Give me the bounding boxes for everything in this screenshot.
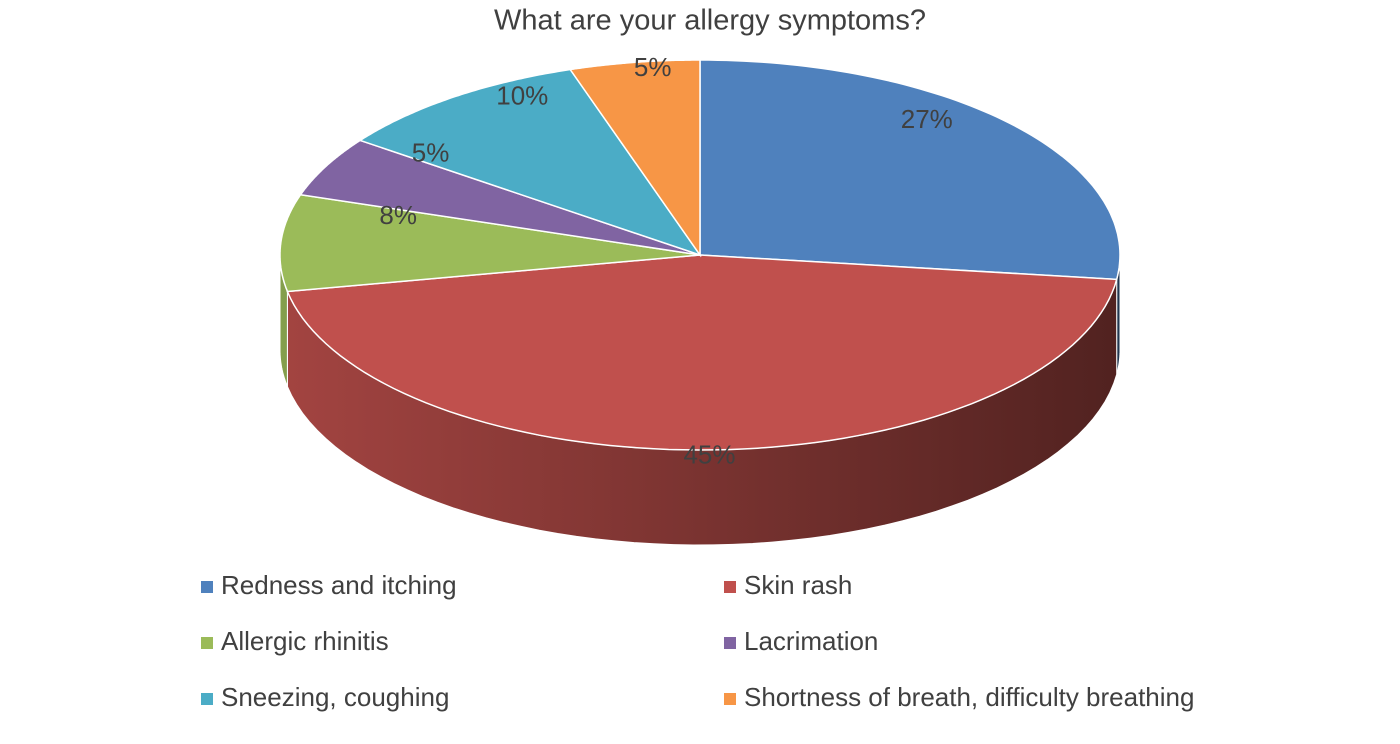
slice: [699, 59, 1121, 281]
slice: [358, 68, 702, 257]
data-label: 5%: [412, 137, 450, 167]
legend-swatch: [724, 637, 736, 649]
legend-swatch: [201, 693, 213, 705]
slice: [299, 139, 701, 256]
legend-label: Shortness of breath, difficulty breathin…: [744, 682, 1194, 712]
data-label: 10%: [496, 80, 548, 110]
legend-label: Sneezing, coughing: [221, 682, 449, 712]
chart-title: What are your allergy symptoms?: [494, 5, 926, 37]
slice: [279, 193, 701, 293]
data-label: 8%: [379, 200, 417, 230]
data-label: 5%: [634, 52, 672, 82]
legend-label: Allergic rhinitis: [221, 626, 389, 656]
data-label: 27%: [901, 104, 953, 134]
legend-swatch: [724, 693, 736, 705]
legend-swatch: [724, 581, 736, 593]
legend-swatch: [201, 637, 213, 649]
slice: [286, 254, 1118, 451]
data-label: 45%: [683, 440, 735, 470]
legend-label: Redness and itching: [221, 570, 457, 600]
legend-label: Skin rash: [744, 570, 852, 600]
legend-swatch: [201, 581, 213, 593]
legend-label: Lacrimation: [744, 626, 878, 656]
slice: [568, 59, 701, 258]
